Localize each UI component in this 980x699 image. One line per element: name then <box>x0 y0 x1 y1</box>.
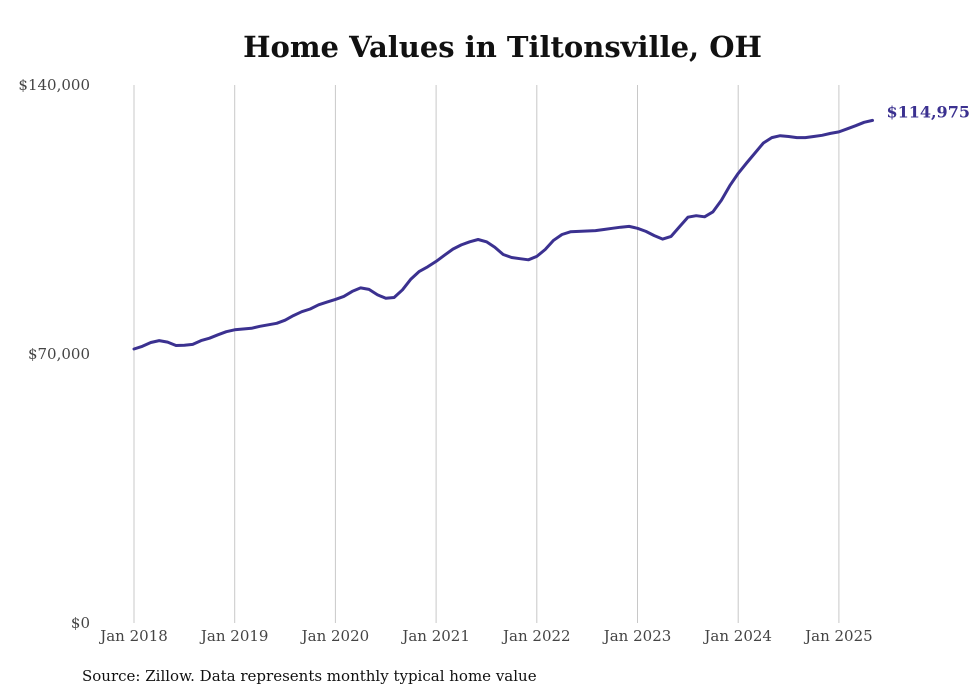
x-axis-ticks: Jan 2018 Jan 2019 Jan 2020 Jan 2021 Jan 2022… <box>98 627 872 645</box>
x-tick-label: Jan 2020 <box>300 627 370 645</box>
series-group <box>132 118 874 351</box>
y-axis-ticks: $0 $70,000 $140,000 <box>18 76 90 632</box>
x-tick-label: Jan 2022 <box>501 627 571 645</box>
x-tick-label: Jan 2018 <box>98 627 168 645</box>
x-tick-label: Jan 2024 <box>702 627 772 645</box>
source-note: Source: Zillow. Data represents monthly … <box>82 667 537 685</box>
x-tick-label: Jan 2021 <box>400 627 470 645</box>
y-tick-label: $0 <box>71 614 90 632</box>
chart-title: Home Values in Tiltonsville, OH <box>243 30 762 64</box>
x-tick-label: Jan 2025 <box>803 627 873 645</box>
y-tick-label: $140,000 <box>18 76 90 94</box>
annotations: $114,975 <box>886 102 970 121</box>
x-tick-label: Jan 2023 <box>602 627 672 645</box>
grid-lines <box>133 85 840 623</box>
x-tick-label: Jan 2019 <box>199 627 269 645</box>
end-value-label: $114,975 <box>886 102 970 121</box>
y-tick-label: $70,000 <box>28 345 90 363</box>
series-line <box>132 118 874 351</box>
